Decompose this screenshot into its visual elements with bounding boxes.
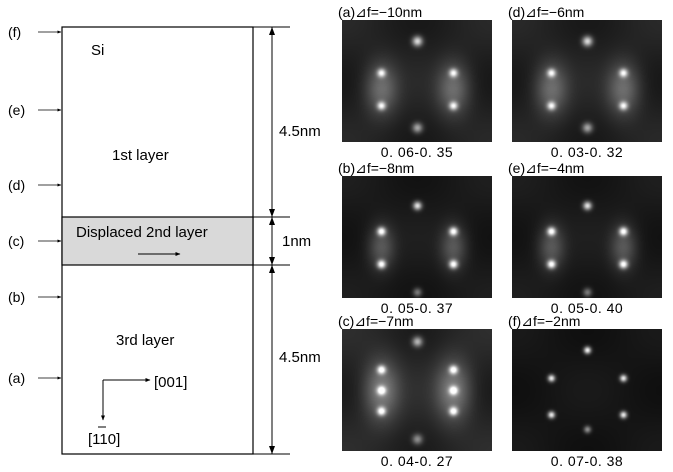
simulated-image — [342, 329, 492, 451]
dimension-label-mid: 1nm — [282, 233, 311, 250]
panel-title: (e)⊿f=−4nm — [508, 160, 585, 176]
intensity-range: 0. 03-0. 32 — [550, 144, 624, 160]
position-label-d: (d) — [8, 177, 25, 193]
panel-title: (c)⊿f=−7nm — [338, 313, 414, 329]
panel-title: (d)⊿f=−6nm — [508, 4, 585, 20]
simulated-image — [512, 176, 662, 298]
dimension-label-top: 4.5nm — [279, 123, 321, 140]
layer2-label: Displaced 2nd layer — [76, 224, 208, 241]
panel-title: (a)⊿f=−10nm — [338, 4, 423, 20]
dim-arrow-bottom-start — [269, 265, 275, 273]
panel-title: (f)⊿f=−2nm — [508, 313, 581, 329]
position-label-a: (a) — [8, 370, 25, 386]
dim-arrow-bottom-end — [269, 446, 275, 454]
intensity-range: 0. 05-0. 37 — [380, 300, 454, 316]
dim-arrow-mid-start — [269, 217, 275, 225]
layer1-label: 1st layer — [112, 147, 169, 164]
simulated-image — [342, 20, 492, 142]
layer-schematic: 4.5nm 1nm 4.5nm (f) (e) (d) (c) (b) (a) … — [8, 24, 321, 455]
material-label: Si — [91, 42, 104, 59]
dim-arrow-mid-end — [269, 257, 275, 265]
axis-label-110: [110] — [88, 431, 120, 448]
simulated-image — [512, 20, 662, 142]
intensity-range: 0. 04-0. 27 — [380, 453, 454, 469]
dim-arrow-top-end — [269, 209, 275, 217]
panel-title: (b)⊿f=−8nm — [338, 160, 415, 176]
position-label-c: (c) — [8, 233, 24, 249]
intensity-range: 0. 06-0. 35 — [380, 144, 454, 160]
position-label-f: (f) — [8, 24, 21, 40]
intensity-range: 0. 07-0. 38 — [550, 453, 624, 469]
position-label-e: (e) — [8, 102, 25, 118]
simulated-image — [512, 329, 662, 451]
intensity-range: 0. 05-0. 40 — [550, 300, 624, 316]
dim-arrow-top-start — [269, 27, 275, 35]
simulated-image — [342, 176, 492, 298]
axis-label-001: [001] — [154, 374, 187, 391]
position-label-b: (b) — [8, 289, 25, 305]
layer3-label: 3rd layer — [116, 332, 174, 349]
displaced-layer-band — [61, 216, 254, 266]
dimension-label-bottom: 4.5nm — [279, 349, 321, 366]
